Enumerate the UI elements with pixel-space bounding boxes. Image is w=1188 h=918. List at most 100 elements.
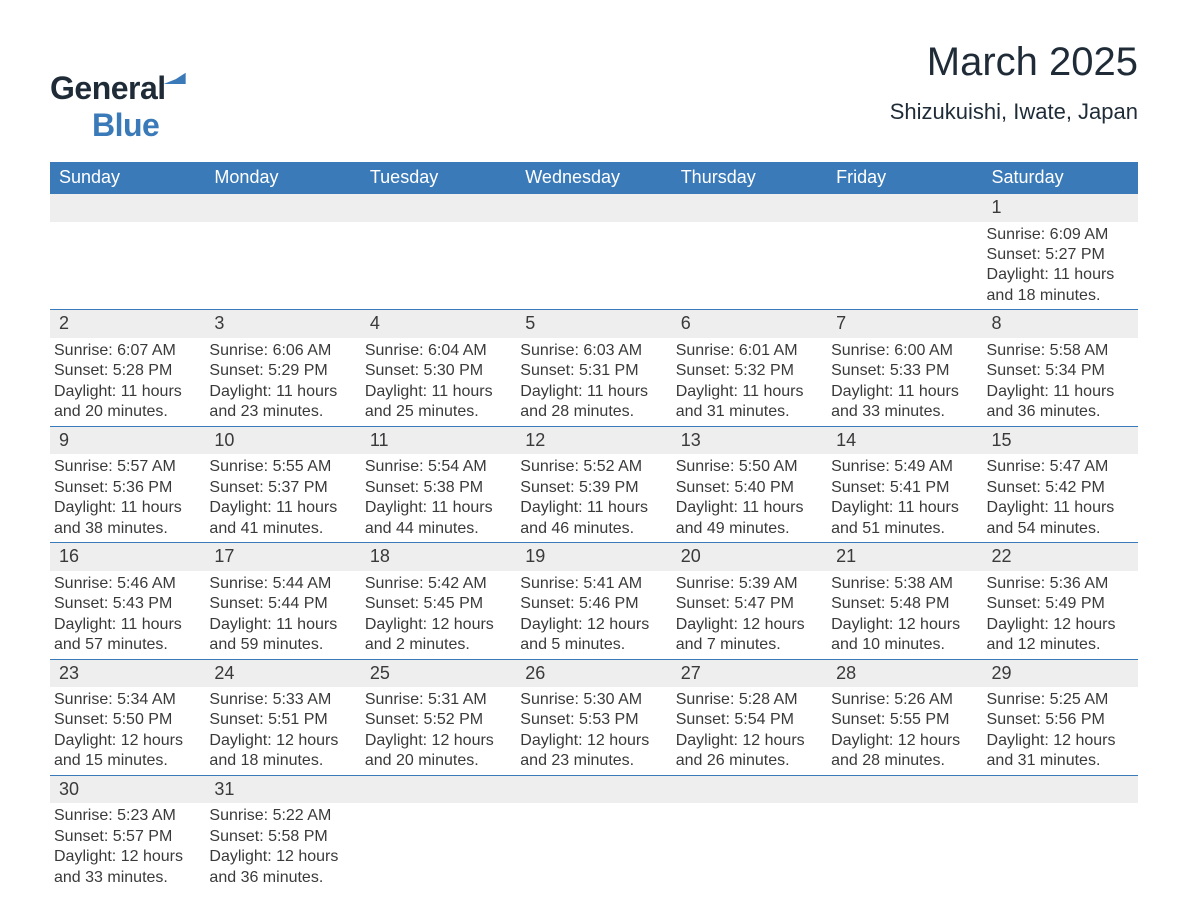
day-detail-cell: Sunrise: 5:50 AM Sunset: 5:40 PM Dayligh… bbox=[672, 454, 827, 542]
day-number-cell: 1 bbox=[983, 194, 1138, 222]
brand-logo-text: General Blue bbox=[50, 70, 186, 143]
day-detail-cell bbox=[983, 803, 1138, 891]
day-detail-row: Sunrise: 5:23 AM Sunset: 5:57 PM Dayligh… bbox=[50, 803, 1138, 891]
day-detail-cell bbox=[672, 222, 827, 310]
day-number-cell: 14 bbox=[827, 426, 982, 454]
day-number-cell: 20 bbox=[672, 543, 827, 571]
day-number-cell: 3 bbox=[205, 310, 360, 338]
day-detail-cell: Sunrise: 5:28 AM Sunset: 5:54 PM Dayligh… bbox=[672, 687, 827, 775]
day-detail-cell bbox=[827, 222, 982, 310]
day-number-cell: 12 bbox=[516, 426, 671, 454]
day-number-cell: 10 bbox=[205, 426, 360, 454]
title-block: March 2025 Shizukuishi, Iwate, Japan bbox=[890, 40, 1138, 125]
day-detail-cell bbox=[361, 803, 516, 891]
day-detail-cell: Sunrise: 6:04 AM Sunset: 5:30 PM Dayligh… bbox=[361, 338, 516, 426]
day-number-row: 1 bbox=[50, 194, 1138, 222]
day-number-cell: 19 bbox=[516, 543, 671, 571]
day-number-cell: 17 bbox=[205, 543, 360, 571]
day-number-cell: 2 bbox=[50, 310, 205, 338]
day-number-cell: 18 bbox=[361, 543, 516, 571]
day-number-cell: 26 bbox=[516, 659, 671, 687]
day-number-cell: 22 bbox=[983, 543, 1138, 571]
day-number-cell bbox=[672, 194, 827, 222]
weekday-header: Wednesday bbox=[516, 162, 671, 194]
day-detail-cell: Sunrise: 6:03 AM Sunset: 5:31 PM Dayligh… bbox=[516, 338, 671, 426]
day-detail-cell: Sunrise: 5:55 AM Sunset: 5:37 PM Dayligh… bbox=[205, 454, 360, 542]
day-number-cell: 5 bbox=[516, 310, 671, 338]
day-detail-cell: Sunrise: 5:52 AM Sunset: 5:39 PM Dayligh… bbox=[516, 454, 671, 542]
calendar-body: 1Sunrise: 6:09 AM Sunset: 5:27 PM Daylig… bbox=[50, 194, 1138, 892]
day-number-cell: 21 bbox=[827, 543, 982, 571]
day-detail-row: Sunrise: 5:46 AM Sunset: 5:43 PM Dayligh… bbox=[50, 571, 1138, 659]
weekday-header: Sunday bbox=[50, 162, 205, 194]
calendar-table: Sunday Monday Tuesday Wednesday Thursday… bbox=[50, 162, 1138, 891]
day-number-cell: 28 bbox=[827, 659, 982, 687]
day-detail-row: Sunrise: 5:57 AM Sunset: 5:36 PM Dayligh… bbox=[50, 454, 1138, 542]
brand-logo: General Blue bbox=[50, 70, 186, 144]
weekday-header: Thursday bbox=[672, 162, 827, 194]
day-number-cell bbox=[516, 194, 671, 222]
day-number-cell: 9 bbox=[50, 426, 205, 454]
day-detail-cell: Sunrise: 5:22 AM Sunset: 5:58 PM Dayligh… bbox=[205, 803, 360, 891]
day-detail-cell: Sunrise: 5:33 AM Sunset: 5:51 PM Dayligh… bbox=[205, 687, 360, 775]
day-number-cell: 16 bbox=[50, 543, 205, 571]
day-number-cell bbox=[361, 775, 516, 803]
day-number-cell bbox=[672, 775, 827, 803]
brand-name-part2: Blue bbox=[92, 107, 159, 143]
day-detail-cell: Sunrise: 5:30 AM Sunset: 5:53 PM Dayligh… bbox=[516, 687, 671, 775]
day-detail-cell bbox=[516, 222, 671, 310]
weekday-header: Monday bbox=[205, 162, 360, 194]
day-number-cell bbox=[983, 775, 1138, 803]
day-number-cell bbox=[361, 194, 516, 222]
day-number-cell bbox=[50, 194, 205, 222]
month-title: March 2025 bbox=[890, 40, 1138, 85]
day-number-cell bbox=[516, 775, 671, 803]
day-detail-cell bbox=[361, 222, 516, 310]
day-detail-cell: Sunrise: 5:42 AM Sunset: 5:45 PM Dayligh… bbox=[361, 571, 516, 659]
flag-icon bbox=[164, 70, 186, 84]
weekday-header: Saturday bbox=[983, 162, 1138, 194]
day-number-cell: 25 bbox=[361, 659, 516, 687]
day-number-cell: 11 bbox=[361, 426, 516, 454]
day-detail-row: Sunrise: 5:34 AM Sunset: 5:50 PM Dayligh… bbox=[50, 687, 1138, 775]
day-detail-cell: Sunrise: 6:01 AM Sunset: 5:32 PM Dayligh… bbox=[672, 338, 827, 426]
day-detail-cell: Sunrise: 5:31 AM Sunset: 5:52 PM Dayligh… bbox=[361, 687, 516, 775]
day-number-row: 3031 bbox=[50, 775, 1138, 803]
day-number-cell bbox=[827, 775, 982, 803]
day-detail-cell: Sunrise: 5:38 AM Sunset: 5:48 PM Dayligh… bbox=[827, 571, 982, 659]
day-detail-cell: Sunrise: 5:39 AM Sunset: 5:47 PM Dayligh… bbox=[672, 571, 827, 659]
day-detail-cell: Sunrise: 5:23 AM Sunset: 5:57 PM Dayligh… bbox=[50, 803, 205, 891]
day-number-cell: 15 bbox=[983, 426, 1138, 454]
day-number-row: 23242526272829 bbox=[50, 659, 1138, 687]
day-number-cell: 27 bbox=[672, 659, 827, 687]
day-number-cell: 31 bbox=[205, 775, 360, 803]
header: General Blue March 2025 Shizukuishi, Iwa… bbox=[50, 40, 1138, 144]
day-number-cell: 30 bbox=[50, 775, 205, 803]
brand-name-part1: General bbox=[50, 70, 166, 106]
day-detail-cell bbox=[516, 803, 671, 891]
day-detail-row: Sunrise: 6:07 AM Sunset: 5:28 PM Dayligh… bbox=[50, 338, 1138, 426]
day-detail-cell: Sunrise: 5:44 AM Sunset: 5:44 PM Dayligh… bbox=[205, 571, 360, 659]
day-detail-cell: Sunrise: 6:00 AM Sunset: 5:33 PM Dayligh… bbox=[827, 338, 982, 426]
day-detail-cell: Sunrise: 6:06 AM Sunset: 5:29 PM Dayligh… bbox=[205, 338, 360, 426]
day-detail-cell: Sunrise: 5:46 AM Sunset: 5:43 PM Dayligh… bbox=[50, 571, 205, 659]
weekday-header: Friday bbox=[827, 162, 982, 194]
day-detail-cell: Sunrise: 5:54 AM Sunset: 5:38 PM Dayligh… bbox=[361, 454, 516, 542]
day-number-row: 2345678 bbox=[50, 310, 1138, 338]
day-number-cell: 13 bbox=[672, 426, 827, 454]
day-detail-cell: Sunrise: 5:49 AM Sunset: 5:41 PM Dayligh… bbox=[827, 454, 982, 542]
day-number-row: 9101112131415 bbox=[50, 426, 1138, 454]
day-detail-cell: Sunrise: 6:07 AM Sunset: 5:28 PM Dayligh… bbox=[50, 338, 205, 426]
day-detail-cell bbox=[827, 803, 982, 891]
day-number-cell: 24 bbox=[205, 659, 360, 687]
calendar-header: Sunday Monday Tuesday Wednesday Thursday… bbox=[50, 162, 1138, 194]
day-detail-cell: Sunrise: 6:09 AM Sunset: 5:27 PM Dayligh… bbox=[983, 222, 1138, 310]
day-number-row: 16171819202122 bbox=[50, 543, 1138, 571]
day-number-cell: 7 bbox=[827, 310, 982, 338]
day-number-cell: 8 bbox=[983, 310, 1138, 338]
day-number-cell bbox=[205, 194, 360, 222]
day-detail-cell: Sunrise: 5:58 AM Sunset: 5:34 PM Dayligh… bbox=[983, 338, 1138, 426]
day-number-cell bbox=[827, 194, 982, 222]
day-detail-row: Sunrise: 6:09 AM Sunset: 5:27 PM Dayligh… bbox=[50, 222, 1138, 310]
day-detail-cell: Sunrise: 5:57 AM Sunset: 5:36 PM Dayligh… bbox=[50, 454, 205, 542]
